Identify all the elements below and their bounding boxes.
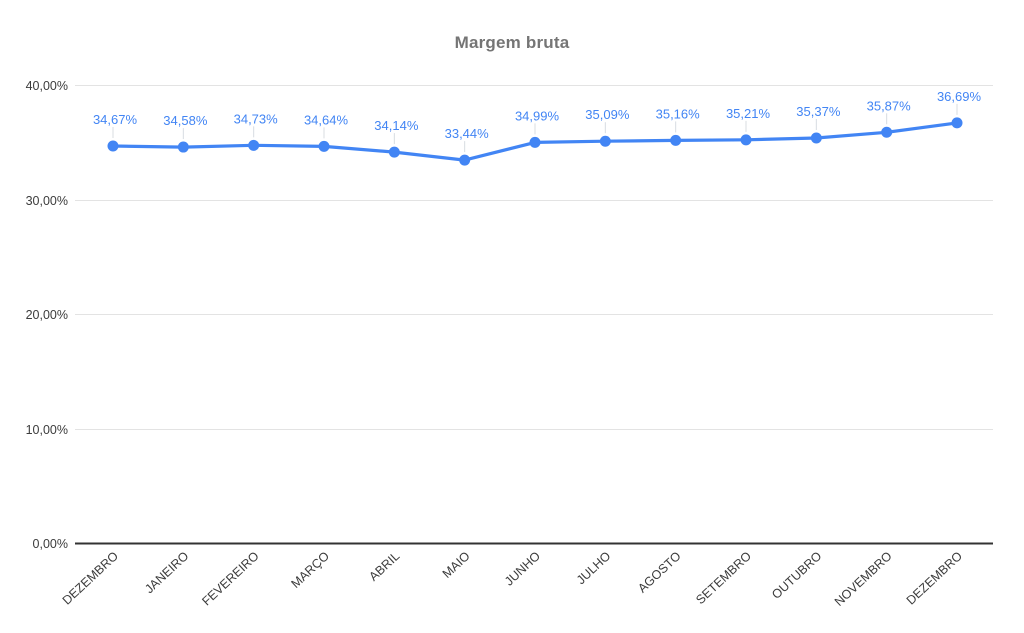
y-axis-tick-label: 30,00% xyxy=(26,194,68,208)
data-point-label: 35,16% xyxy=(656,106,701,121)
x-axis-tick-label: JUNHO xyxy=(502,549,543,589)
data-point-label: 35,87% xyxy=(867,98,912,113)
data-point-label: 34,58% xyxy=(163,113,208,128)
y-axis-tick-label: 40,00% xyxy=(26,79,68,93)
data-point-label: 35,09% xyxy=(585,107,630,122)
data-point[interactable] xyxy=(740,134,752,146)
x-axis-tick-label: JANEIRO xyxy=(142,549,191,596)
x-axis-tick-label: DEZEMBRO xyxy=(904,549,966,608)
x-axis-tick-label: SETEMBRO xyxy=(693,549,754,607)
data-point[interactable] xyxy=(529,136,541,148)
data-point[interactable] xyxy=(107,140,119,152)
data-point-label: 34,14% xyxy=(374,118,419,133)
x-axis-tick-label: AGOSTO xyxy=(635,549,684,596)
data-point-label: 34,99% xyxy=(515,108,560,123)
data-point[interactable] xyxy=(459,154,471,166)
data-point[interactable] xyxy=(248,139,260,151)
data-point[interactable] xyxy=(670,134,682,146)
data-point[interactable] xyxy=(599,135,611,147)
data-point[interactable] xyxy=(318,140,330,152)
x-axis-tick-label: JULHO xyxy=(574,549,614,587)
data-point-label: 34,73% xyxy=(234,111,279,126)
x-axis-tick-label: FEVEREIRO xyxy=(199,549,262,609)
y-axis-tick-label: 0,00% xyxy=(33,537,68,551)
data-point[interactable] xyxy=(177,141,189,153)
data-point-label: 33,44% xyxy=(445,126,490,141)
y-axis-tick-label: 10,00% xyxy=(26,423,68,437)
y-axis-tick-label: 20,00% xyxy=(26,308,68,322)
data-point[interactable] xyxy=(810,132,822,144)
data-point[interactable] xyxy=(881,126,893,138)
chart-title: Margem bruta xyxy=(454,33,570,52)
x-axis-tick-label: OUTUBRO xyxy=(769,549,824,602)
x-axis-tick-label: MARÇO xyxy=(288,549,332,591)
x-axis-tick-label: NOVEMBRO xyxy=(832,549,895,609)
x-axis-tick-label: MAIO xyxy=(440,549,473,581)
x-axis-tick-label: DEZEMBRO xyxy=(60,549,122,608)
data-point-label: 34,67% xyxy=(93,112,138,127)
data-point-label: 36,69% xyxy=(937,89,982,104)
data-point-label: 35,37% xyxy=(796,104,841,119)
data-point[interactable] xyxy=(951,117,963,129)
data-point-label: 34,64% xyxy=(304,112,349,127)
data-point[interactable] xyxy=(388,146,400,158)
data-point-label: 35,21% xyxy=(726,106,771,121)
x-axis-tick-label: ABRIL xyxy=(366,549,402,584)
